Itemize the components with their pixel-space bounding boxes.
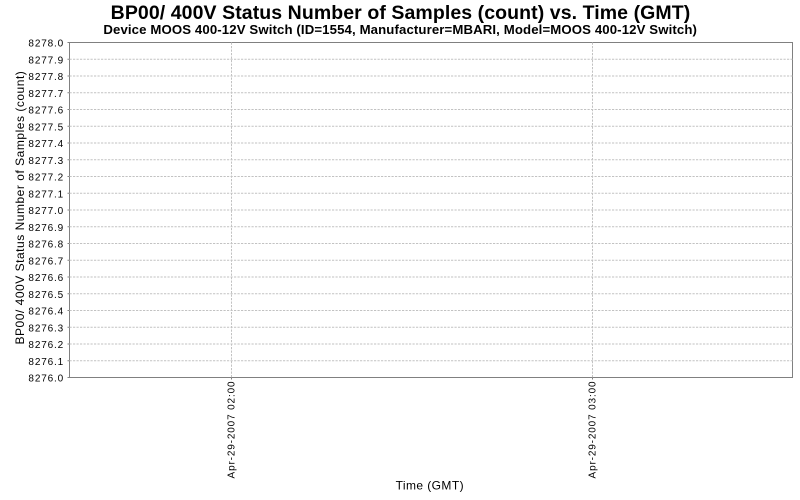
svg-text:8278.0: 8278.0 [28, 39, 64, 50]
svg-text:8277.5: 8277.5 [28, 122, 64, 133]
svg-text:8277.0: 8277.0 [28, 206, 64, 217]
svg-text:Device MOOS 400-12V Switch (ID: Device MOOS 400-12V Switch (ID=1554, Man… [103, 22, 697, 37]
svg-text:BP00/ 400V Status Number of Sa: BP00/ 400V Status Number of Samples (cou… [111, 2, 691, 24]
svg-text:8276.8: 8276.8 [28, 240, 64, 251]
svg-text:8276.0: 8276.0 [28, 374, 64, 385]
svg-text:8276.7: 8276.7 [28, 256, 64, 267]
svg-text:8277.9: 8277.9 [28, 55, 64, 66]
svg-text:Time (GMT): Time (GMT) [396, 478, 464, 492]
svg-text:8277.4: 8277.4 [28, 139, 64, 150]
svg-text:8277.6: 8277.6 [28, 106, 64, 117]
svg-text:8277.1: 8277.1 [28, 189, 64, 200]
svg-text:8277.8: 8277.8 [28, 72, 64, 83]
svg-text:8276.9: 8276.9 [28, 223, 64, 234]
svg-text:8277.2: 8277.2 [28, 173, 64, 184]
svg-text:8276.4: 8276.4 [28, 307, 64, 318]
svg-text:8277.3: 8277.3 [28, 156, 64, 167]
svg-text:Apr-29-2007 03:00: Apr-29-2007 03:00 [588, 381, 599, 479]
svg-text:Apr-29-2007 02:00: Apr-29-2007 02:00 [227, 381, 238, 479]
svg-text:8276.2: 8276.2 [28, 340, 64, 351]
svg-text:8276.1: 8276.1 [28, 357, 64, 368]
svg-text:8276.3: 8276.3 [28, 323, 64, 334]
svg-text:8277.7: 8277.7 [28, 89, 64, 100]
svg-text:8276.6: 8276.6 [28, 273, 64, 284]
svg-text:BP00/ 400V Status Number of Sa: BP00/ 400V Status Number of Samples (cou… [13, 71, 27, 345]
svg-text:8276.5: 8276.5 [28, 290, 64, 301]
